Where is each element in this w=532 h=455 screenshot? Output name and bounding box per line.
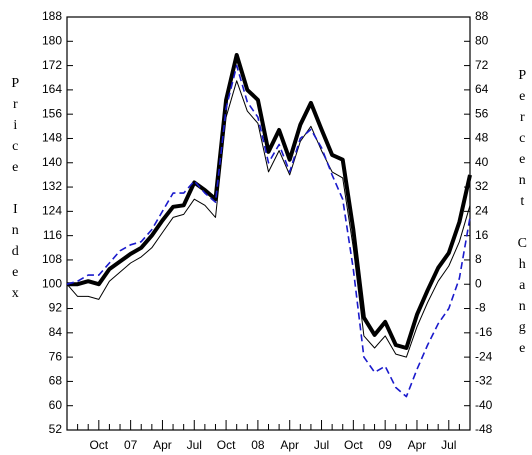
y2-tick-label: 64 bbox=[475, 82, 489, 96]
x-tick-label: Jul bbox=[441, 438, 456, 452]
y2-tick-label: 0 bbox=[475, 276, 482, 290]
y-tick-label: 124 bbox=[42, 204, 62, 218]
y2-tick-label: 48 bbox=[475, 131, 489, 145]
x-tick-label: Jul bbox=[314, 438, 329, 452]
y2-tick-label: -40 bbox=[475, 398, 493, 412]
y-tick-label: 180 bbox=[42, 33, 62, 47]
y2-tick-label: -16 bbox=[475, 325, 493, 339]
y2-tick-label: -24 bbox=[475, 349, 493, 363]
y2-tick-label: 56 bbox=[475, 106, 489, 120]
y2-tick-label: -8 bbox=[475, 301, 486, 315]
y2-axis-label: Percent Change bbox=[515, 68, 530, 362]
y2-tick-label: -32 bbox=[475, 374, 493, 388]
x-tick-label: 07 bbox=[124, 438, 138, 452]
y-tick-label: 68 bbox=[49, 374, 63, 388]
x-tick-label: Apr bbox=[408, 438, 427, 452]
x-tick-label: Oct bbox=[344, 438, 363, 452]
y2-tick-label: 88 bbox=[475, 9, 489, 23]
y-tick-label: 116 bbox=[43, 228, 62, 242]
y2-tick-label: 16 bbox=[475, 228, 489, 242]
y2-tick-label: 72 bbox=[475, 58, 489, 72]
y-tick-label: 140 bbox=[42, 155, 62, 169]
y-tick-label: 84 bbox=[49, 325, 63, 339]
y-tick-label: 156 bbox=[42, 106, 62, 120]
y-tick-label: 148 bbox=[42, 131, 62, 145]
y-tick-label: 76 bbox=[49, 349, 63, 363]
y2-tick-label: 8 bbox=[475, 252, 482, 266]
y-tick-label: 164 bbox=[42, 82, 62, 96]
y-tick-label: 92 bbox=[49, 301, 63, 315]
x-tick-label: Apr bbox=[153, 438, 172, 452]
x-tick-label: Oct bbox=[89, 438, 108, 452]
x-tick-label: 08 bbox=[251, 438, 265, 452]
plot-frame bbox=[66, 16, 471, 431]
x-tick-label: Oct bbox=[217, 438, 236, 452]
series-line bbox=[67, 53, 472, 350]
y2-tick-label: 80 bbox=[475, 33, 489, 47]
y2-tick-label: 24 bbox=[475, 204, 489, 218]
series-line bbox=[66, 64, 471, 398]
y2-tick-label: 40 bbox=[475, 155, 489, 169]
x-tick-label: 09 bbox=[378, 438, 392, 452]
y-tick-label: 100 bbox=[42, 276, 62, 290]
x-tick-label: Apr bbox=[280, 438, 299, 452]
x-tick-label: Jul bbox=[187, 438, 202, 452]
y-tick-label: 60 bbox=[49, 398, 63, 412]
y-tick-label: 108 bbox=[42, 252, 62, 266]
y-tick-label: 172 bbox=[42, 58, 62, 72]
series-line bbox=[66, 80, 471, 358]
y2-tick-label: -48 bbox=[475, 422, 493, 436]
y2-tick-label: 32 bbox=[475, 179, 489, 193]
y-tick-label: 132 bbox=[42, 179, 62, 193]
y-tick-label: 188 bbox=[42, 9, 62, 23]
y-axis-label: Price Index bbox=[8, 76, 23, 307]
y-tick-label: 52 bbox=[49, 422, 63, 436]
